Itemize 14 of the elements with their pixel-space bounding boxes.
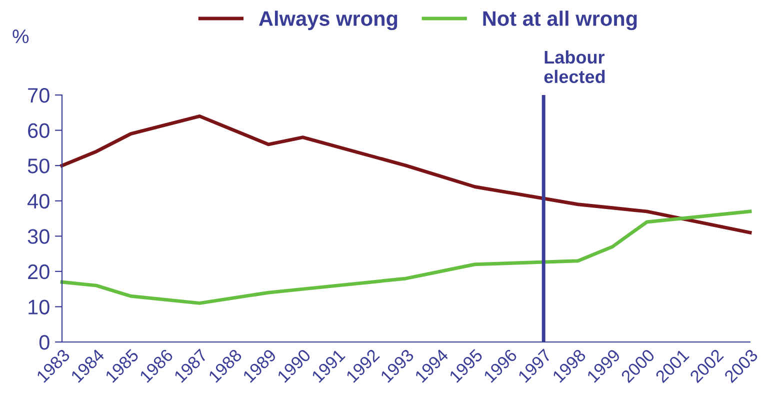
y-tick-label: 70 — [28, 88, 50, 103]
y-tick-label: 40 — [28, 194, 50, 209]
y-tick-label: 60 — [28, 123, 50, 138]
legend-label: Always wrong — [258, 10, 398, 30]
line-series — [60, 114, 752, 234]
y-tick-label: 50 — [28, 158, 50, 174]
ref-line-label: Labour elected — [544, 50, 605, 84]
y-tick-label: 0 — [39, 335, 50, 350]
line-series — [60, 210, 752, 305]
y-tick-label: 10 — [28, 300, 50, 314]
y-tick-label: 20 — [28, 264, 50, 280]
legend-label: Not at all wrong — [483, 10, 637, 30]
y-axis-title: % — [12, 30, 29, 44]
y-tick-label: 30 — [28, 229, 50, 244]
